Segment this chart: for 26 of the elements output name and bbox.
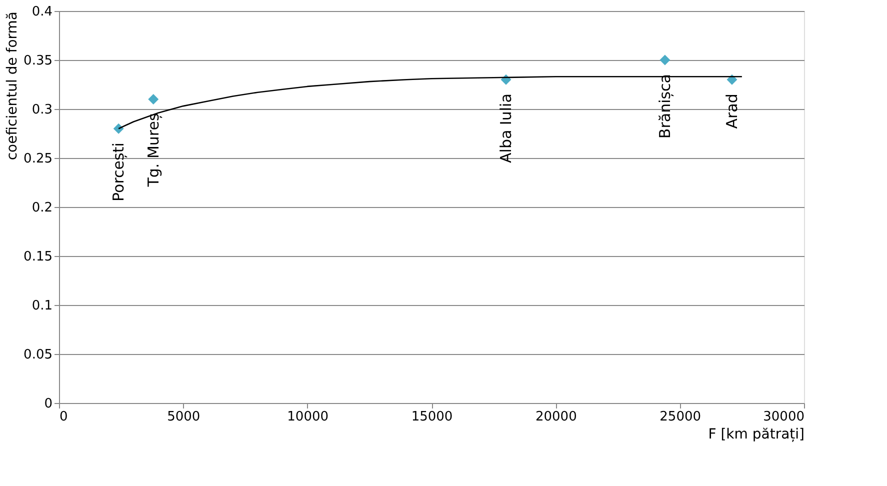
point xyxy=(113,123,124,134)
annotation: Tg. Mureș xyxy=(144,113,162,188)
x-tick-label: 30000 xyxy=(763,410,804,424)
y-tick-label: 0.1 xyxy=(32,298,52,314)
y-tick-label: 0.05 xyxy=(24,348,52,362)
y-tick-label: 0.4 xyxy=(32,4,52,20)
point xyxy=(148,94,159,104)
x-tick-label: 0 xyxy=(60,410,68,424)
y-tick-label: 0 xyxy=(44,396,52,412)
annotation: Brănișca xyxy=(656,74,674,139)
x-tick-label: 15000 xyxy=(411,410,453,424)
x-tick-label: 25000 xyxy=(660,410,702,424)
y-tick-label: 0.35 xyxy=(24,54,52,68)
y-tick-label: 0.2 xyxy=(32,200,52,216)
x-axis-title: F [km pătrați] xyxy=(708,426,804,442)
annotation: Porcești xyxy=(110,142,128,202)
annotation: Arad xyxy=(722,94,741,129)
y-tick-label: 0.25 xyxy=(24,152,52,166)
x-tick-label: 5000 xyxy=(167,410,200,424)
point xyxy=(660,54,670,66)
y-axis-title: coeficientul de formă xyxy=(4,12,21,160)
y-tick-label: 0.3 xyxy=(32,102,52,118)
x-tick-label: 20000 xyxy=(535,410,577,424)
x-tick-label: 10000 xyxy=(287,410,329,424)
annotation: Alba Iulia xyxy=(497,94,515,163)
y-tick-label: 0.15 xyxy=(24,250,52,264)
